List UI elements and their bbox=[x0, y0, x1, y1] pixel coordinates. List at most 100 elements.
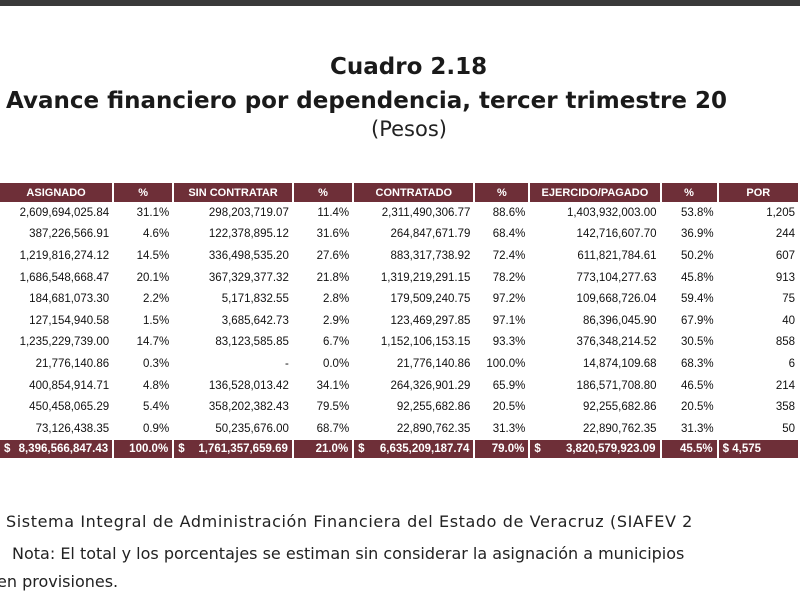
cell-pct-ejercido: 68.3% bbox=[681, 357, 714, 370]
header-pct-ejercido: % bbox=[660, 183, 719, 202]
cell-pct-contratado: 68.4% bbox=[492, 228, 526, 241]
cell-pct-asignado: 14.7% bbox=[136, 336, 170, 349]
cell-pct-contratado: 93.3% bbox=[492, 336, 526, 349]
cell-sin-contratar: 336,498,535.20 bbox=[208, 249, 289, 262]
top-border bbox=[0, 0, 800, 6]
cell-por: 1,205 bbox=[766, 206, 795, 219]
cell-sin-contratar: 3,685,642.73 bbox=[221, 314, 289, 327]
cell-ejercido-pagado: 142,716,607.70 bbox=[576, 228, 657, 241]
cell-por: 358 bbox=[775, 401, 795, 414]
header-asignado: ASIGNADO bbox=[0, 183, 115, 202]
table-row: 127,154,940.58 1.5% 3,685,642.73 2.9% 123,46… bbox=[0, 310, 799, 332]
cell-pct-ejercido: 31.3% bbox=[681, 422, 714, 435]
cell-ejercido-pagado: 109,668,726.04 bbox=[576, 293, 657, 306]
cell-pct-asignado: 1.5% bbox=[142, 314, 170, 327]
cell-contratado: 2,311,490,306.77 bbox=[381, 206, 471, 219]
cell-pct-sin-contratar: 0.0% bbox=[322, 357, 350, 370]
cell-ejercido-pagado: 92,255,682.86 bbox=[582, 401, 657, 414]
cell-sin-contratar: - bbox=[285, 357, 289, 370]
table-title: Cuadro 2.18 bbox=[330, 54, 488, 80]
cell-asignado: 1,686,548,668.47 bbox=[19, 271, 110, 284]
cell-pct-asignado: 4.8% bbox=[142, 379, 170, 392]
cell-contratado: 264,326,901.29 bbox=[390, 379, 471, 392]
cell-pct-ejercido: 36.9% bbox=[681, 228, 714, 241]
cell-ejercido-pagado: 186,571,708.80 bbox=[576, 379, 657, 392]
cell-contratado: 179,509,240.75 bbox=[390, 293, 471, 306]
cell-ejercido-pagado: 14,874,109.68 bbox=[582, 357, 657, 370]
cell-pct-contratado: 97.2% bbox=[492, 293, 526, 306]
cell-pct-contratado: 88.6% bbox=[492, 206, 526, 219]
total-sin-contratar: $1,761,357,659.69 bbox=[173, 439, 294, 458]
cell-pct-sin-contratar: 68.7% bbox=[316, 422, 350, 435]
cell-pct-ejercido: 20.5% bbox=[681, 401, 714, 414]
table-row: 1,219,816,274.12 14.5% 336,498,535.20 27.6%… bbox=[0, 245, 799, 267]
total-pct-asignado: 100.0% bbox=[113, 439, 175, 458]
header-por: POR bbox=[717, 183, 800, 202]
header-pct-sin-contratar: % bbox=[292, 183, 355, 202]
total-asignado: $8,396,566,847.43 bbox=[0, 439, 115, 458]
header-sin-contratar: SIN CONTRATAR bbox=[173, 183, 294, 202]
cell-por: 75 bbox=[782, 293, 795, 306]
cell-asignado: 1,219,816,274.12 bbox=[19, 249, 110, 262]
cell-pct-asignado: 2.2% bbox=[142, 293, 170, 306]
cell-sin-contratar: 367,329,377.32 bbox=[208, 271, 289, 284]
total-por: $ 4,575 bbox=[717, 439, 800, 458]
cell-asignado: 127,154,940.58 bbox=[29, 314, 110, 327]
cell-pct-sin-contratar: 79.5% bbox=[316, 401, 350, 414]
cell-pct-asignado: 31.1% bbox=[136, 206, 170, 219]
cell-pct-sin-contratar: 6.7% bbox=[322, 336, 350, 349]
financial-table-container: ASIGNADO % SIN CONTRATAR % CONTRATADO % … bbox=[0, 183, 800, 477]
header-ejercido-pagado: EJERCIDO/PAGADO bbox=[529, 183, 662, 202]
cell-ejercido-pagado: 773,104,277.63 bbox=[576, 271, 657, 284]
total-ejercido: $3,820,579,923.09 bbox=[529, 439, 662, 458]
cell-pct-contratado: 20.5% bbox=[492, 401, 526, 414]
table-body: 2,609,694,025.84 31.1% 298,203,719.07 11.4%… bbox=[0, 202, 800, 458]
table-row: 450,458,065.29 5.4% 358,202,382.43 79.5% 92,… bbox=[0, 396, 799, 418]
cell-por: 6 bbox=[788, 357, 795, 370]
cell-asignado: 400,854,914.71 bbox=[29, 379, 110, 392]
cell-contratado: 21,776,140.86 bbox=[396, 357, 471, 370]
cell-sin-contratar: 50,235,676.00 bbox=[215, 422, 289, 435]
header-pct-contratado: % bbox=[474, 183, 531, 202]
cell-sin-contratar: 298,203,719.07 bbox=[208, 206, 289, 219]
cell-contratado: 92,255,682.86 bbox=[396, 401, 471, 414]
cell-por: 607 bbox=[775, 249, 795, 262]
cell-sin-contratar: 122,378,895.12 bbox=[208, 228, 289, 241]
cell-pct-ejercido: 30.5% bbox=[681, 336, 714, 349]
cell-pct-asignado: 4.6% bbox=[142, 228, 170, 241]
total-pct-ejercido: 45.5% bbox=[660, 439, 719, 458]
cell-asignado: 2,609,694,025.84 bbox=[19, 206, 110, 219]
cell-pct-asignado: 0.9% bbox=[142, 422, 170, 435]
cell-por: 214 bbox=[775, 379, 795, 392]
cell-sin-contratar: 136,528,013.42 bbox=[208, 379, 289, 392]
table-units: (Pesos) bbox=[371, 117, 447, 141]
cell-pct-sin-contratar: 21.8% bbox=[316, 271, 350, 284]
cell-pct-asignado: 0.3% bbox=[142, 357, 170, 370]
cell-pct-asignado: 5.4% bbox=[142, 401, 170, 414]
note-text-continued: en provisiones. bbox=[0, 572, 119, 591]
cell-por: 50 bbox=[782, 422, 795, 435]
cell-por: 244 bbox=[775, 228, 795, 241]
cell-ejercido-pagado: 1,403,932,003.00 bbox=[566, 206, 657, 219]
cell-pct-asignado: 20.1% bbox=[136, 271, 170, 284]
cell-pct-contratado: 100.0% bbox=[486, 357, 526, 370]
total-contratado: $6,635,209,187.74 bbox=[353, 439, 476, 458]
cell-pct-contratado: 31.3% bbox=[492, 422, 526, 435]
cell-sin-contratar: 83,123,585.85 bbox=[215, 336, 289, 349]
cell-pct-contratado: 65.9% bbox=[492, 379, 526, 392]
note-text: Nota: El total y los porcentajes se esti… bbox=[12, 544, 685, 563]
table-row: 387,226,566.91 4.6% 122,378,895.12 31.6% 264… bbox=[0, 224, 799, 246]
source-note: Sistema Integral de Administración Finan… bbox=[6, 512, 693, 531]
cell-ejercido-pagado: 22,890,762.35 bbox=[582, 422, 657, 435]
table-header-row: ASIGNADO % SIN CONTRATAR % CONTRATADO % … bbox=[0, 183, 800, 202]
total-row: $8,396,566,847.43 100.0% $1,761,357,659.… bbox=[0, 439, 800, 458]
cell-contratado: 264,847,671.79 bbox=[390, 228, 471, 241]
cell-por: 913 bbox=[775, 271, 795, 284]
cell-contratado: 1,152,106,153.15 bbox=[380, 336, 471, 349]
cell-sin-contratar: 5,171,832.55 bbox=[221, 293, 289, 306]
cell-pct-ejercido: 67.9% bbox=[681, 314, 714, 327]
cell-pct-contratado: 97.1% bbox=[492, 314, 526, 327]
table-row: 184,681,073.30 2.2% 5,171,832.55 2.8% 179,50… bbox=[0, 288, 799, 310]
cell-por: 858 bbox=[775, 336, 795, 349]
cell-pct-contratado: 72.4% bbox=[492, 249, 526, 262]
